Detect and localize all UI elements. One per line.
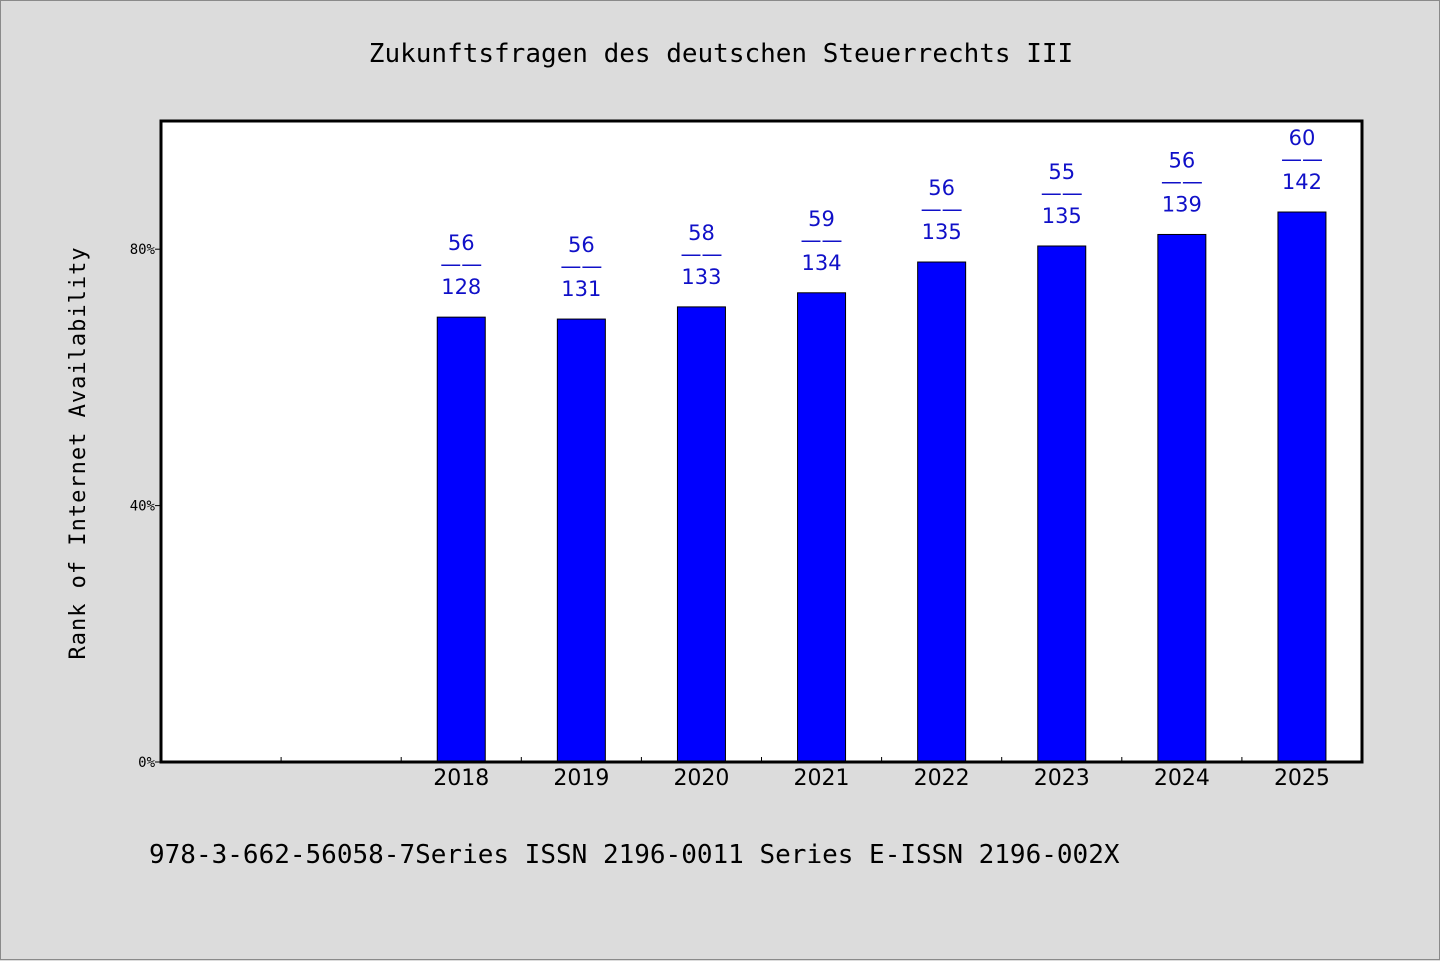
bar-2024 [1157,233,1207,763]
data-label-bottom: 133 [681,265,721,289]
x-tick-label: 2021 [794,766,850,791]
x-tick-label: 2023 [1034,766,1090,791]
x-tick-label: 2019 [553,766,609,791]
plot-border [159,119,1364,764]
x-tick-label: 2024 [1154,766,1210,791]
x-tick-label: 2018 [433,766,489,791]
data-label-top: 60 [1289,126,1316,150]
data-label-bottom: 128 [441,275,481,299]
y-tick-label: 40% [130,499,156,515]
data-label-top: 56 [1168,148,1195,172]
data-label-top: 58 [688,221,715,245]
y-tick-label: 0% [138,755,155,771]
data-label-top: 56 [928,176,955,200]
data-label-separator: —— [921,197,963,221]
bar-2018 [436,316,486,763]
data-label-top: 59 [808,207,835,231]
data-labels-group: 56——12856——13158——13359——13456——13555——1… [440,126,1323,301]
footer-isbn: 978-3-662-56058-7Series ISSN 2196-0011 S… [149,840,1120,870]
x-tick-label: 2022 [914,766,970,791]
chart-title: Zukunftsfragen des deutschen Steuerrecht… [369,39,1073,69]
bar-2021 [797,292,847,763]
y-tick-label: 80% [130,242,156,258]
data-label-bottom: 135 [922,220,962,244]
bar-2019 [556,318,606,763]
data-label-separator: —— [560,254,602,278]
bars-group [436,211,1327,763]
data-label-separator: —— [1041,181,1083,205]
y-axis: 0% 40% 80% [130,242,161,771]
data-label-separator: —— [1161,169,1203,193]
x-tick-label: 2025 [1274,766,1330,791]
data-label-top: 56 [448,231,475,255]
data-label-top: 55 [1048,160,1075,184]
data-label-separator: —— [1281,147,1323,171]
y-axis-label: Rank of Internet Availability [66,246,91,659]
data-label-separator: —— [680,242,722,266]
data-label-bottom: 142 [1282,170,1322,194]
x-tick-label: 2020 [673,766,729,791]
bar-2023 [1037,245,1087,763]
data-label-bottom: 139 [1162,192,1202,216]
data-label-separator: —— [440,252,482,276]
bar-2025 [1277,211,1327,763]
data-label-top: 56 [568,233,595,257]
x-axis: 2018 2019 2020 2021 2022 2023 2024 2025 [280,757,1330,791]
data-label-bottom: 134 [802,251,842,275]
data-label-bottom: 131 [561,277,601,301]
data-label-bottom: 135 [1042,204,1082,228]
bar-2020 [676,306,726,763]
bar-2022 [917,261,967,763]
data-label-separator: —— [801,228,843,252]
